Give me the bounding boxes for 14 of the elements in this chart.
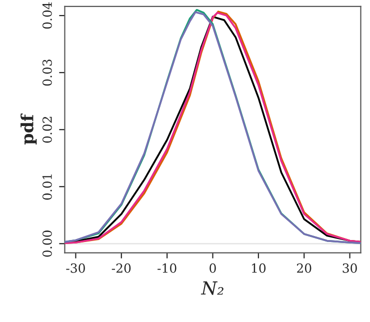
y-tick-label: 0.02 bbox=[42, 116, 52, 143]
y-tick-label: 0.03 bbox=[42, 60, 52, 86]
x-tick-label: -30 bbox=[66, 263, 85, 273]
y-tick-label: 0.04 bbox=[42, 2, 52, 29]
y-tick-label: 0.00 bbox=[42, 230, 52, 257]
y-axis-title: pdf bbox=[20, 113, 37, 144]
x-tick-label: 0 bbox=[210, 263, 216, 273]
x-tick-label: 10 bbox=[252, 263, 266, 273]
x-tick-label: -20 bbox=[112, 263, 131, 273]
x-tick-label: -10 bbox=[158, 263, 176, 273]
x-axis-title: N₂ bbox=[200, 281, 224, 295]
y-tick-label: 0.01 bbox=[42, 174, 52, 200]
x-tick-label: 30 bbox=[342, 263, 357, 273]
x-tick-label: 20 bbox=[297, 263, 312, 273]
